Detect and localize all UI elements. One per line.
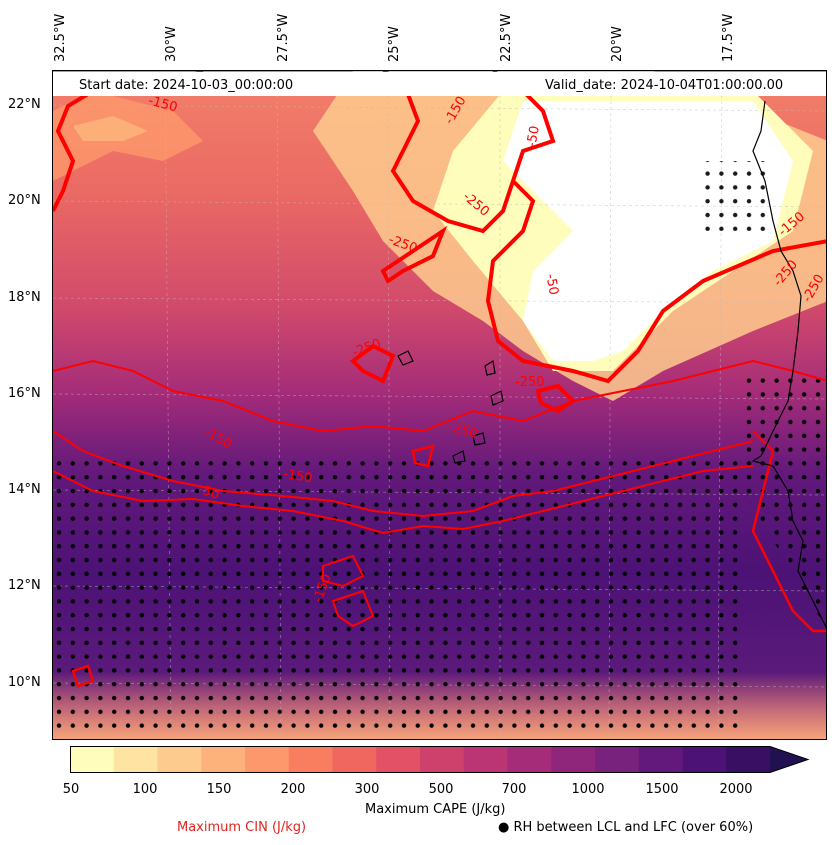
low-cape-patch-northwest-2	[73, 116, 148, 141]
colorbar-cell	[157, 746, 202, 773]
colorbar-extend-triangle	[770, 746, 808, 773]
cin-contour-thin-patch-1	[322, 554, 365, 588]
colorbar-tick: 700	[501, 782, 527, 797]
cape-verde-island-4	[472, 432, 486, 446]
cape-colorbar	[70, 746, 810, 773]
cin-contours	[53, 71, 826, 688]
cape-map: -150 -150 -250 -250 -50 -50 -250 -150 -2…	[52, 70, 827, 740]
lon-label-20w: 20°W	[610, 26, 625, 62]
cin-contour-thin-patch-2	[331, 589, 375, 628]
cape-verde-island-3	[490, 390, 504, 406]
colorbar-cell	[638, 746, 683, 773]
coastlines	[397, 100, 826, 629]
colorbar-tick: 200	[280, 782, 306, 797]
colorbar-cell	[376, 746, 421, 773]
cin-contour-small-loop-2	[411, 444, 435, 468]
rh-legend: ● RH between LCL and LFC (over 60%)	[498, 820, 753, 835]
lat-label-22n: 22°N	[8, 97, 41, 112]
cin-contour-thin-band-3	[53, 465, 754, 535]
cin-contour-thick-island	[349, 343, 396, 384]
lat-label-18n: 18°N	[8, 290, 41, 305]
colorbar-tick: 500	[428, 782, 454, 797]
colorbar-cell	[595, 746, 640, 773]
cin-contour-thin-band-1	[53, 359, 826, 433]
colorbar-cell	[201, 746, 246, 773]
colorbar-tick: 2000	[719, 782, 753, 797]
cin-contour-thin-band-2	[53, 430, 754, 518]
rh-stipple-south	[53, 461, 743, 731]
africa-coastline	[751, 100, 826, 629]
lon-label-32-5w: 32.5°W	[53, 13, 68, 62]
cape-verde-island-5	[452, 450, 466, 464]
colorbar-title: Maximum CAPE (J/kg)	[365, 802, 506, 817]
rh-stipple-east	[743, 371, 826, 628]
lat-label-16n: 16°N	[8, 386, 41, 401]
colorbar-cell	[288, 746, 333, 773]
cin-contour-small-loop-1	[71, 664, 95, 688]
date-bar	[53, 72, 826, 96]
cin-contour-thick-patch	[380, 225, 448, 284]
lon-label-25w: 25°W	[387, 26, 402, 62]
colorbar-cell	[682, 746, 727, 773]
colorbar-cell	[332, 746, 377, 773]
colorbar-tick: 300	[354, 782, 380, 797]
valid-date: Valid_date: 2024-10-04T01:00:00.00	[545, 78, 784, 93]
colorbar-cell	[463, 746, 508, 773]
lat-label-14n: 14°N	[8, 482, 41, 497]
cin-contour-thick-small	[535, 383, 577, 414]
start-date: Start date: 2024-10-03_00:00:00	[79, 78, 294, 93]
cin-label: -250	[515, 375, 545, 390]
colorbar-cell	[113, 746, 158, 773]
colorbar-cell	[726, 746, 771, 773]
cape-verde-island-1	[397, 350, 414, 366]
rh-legend-label: RH between LCL and LFC (over 60%)	[513, 820, 754, 835]
rh-marker-icon: ●	[498, 820, 510, 835]
colorbar-cell	[245, 746, 290, 773]
cin-contour-thick-central	[485, 179, 826, 384]
lat-label-10n: 10°N	[8, 675, 41, 690]
rh-stipple-northeast	[703, 161, 773, 231]
cin-legend-label: Maximum CIN (J/kg)	[177, 820, 307, 835]
colorbar-cell	[70, 746, 115, 773]
cape-verde-island-2	[484, 360, 496, 376]
colorbar-cell	[420, 746, 465, 773]
colorbar-tick: 1000	[571, 782, 605, 797]
lat-label-20n: 20°N	[8, 193, 41, 208]
lon-label-22-5w: 22.5°W	[499, 13, 514, 62]
colorbar-tick: 50	[62, 782, 80, 797]
cin-contour-east-coast	[751, 430, 826, 633]
colorbar-tick: 100	[132, 782, 158, 797]
lon-label-17-5w: 17.5°W	[721, 13, 736, 62]
lat-label-12n: 12°N	[8, 578, 41, 593]
lon-label-30w: 30°W	[164, 26, 179, 62]
lon-label-27-5w: 27.5°W	[276, 13, 291, 62]
colorbar-cell	[507, 746, 552, 773]
colorbar-tick: 1500	[645, 782, 679, 797]
colorbar-cell	[551, 746, 596, 773]
colorbar-tick: 150	[206, 782, 232, 797]
